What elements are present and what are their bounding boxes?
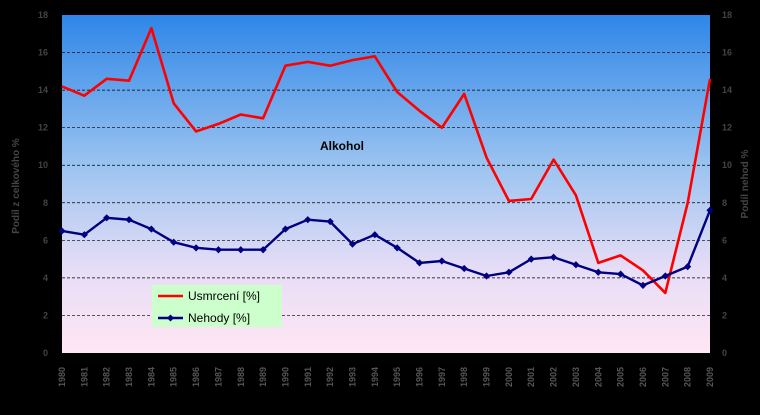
y-tick-label-left: 18: [38, 10, 48, 20]
y-tick-label-right: 8: [722, 198, 727, 208]
x-tick-label: 1984: [146, 367, 156, 387]
point-nehody: [371, 231, 379, 239]
y-tick-label-right: 0: [722, 348, 727, 358]
x-tick-label: 1994: [370, 367, 380, 387]
legend: Usmrcení [%] Nehody [%]: [152, 285, 282, 327]
point-nehody: [505, 268, 513, 276]
point-nehody: [415, 259, 424, 267]
y-tick-label-left: 10: [38, 160, 48, 170]
point-nehody: [639, 281, 647, 289]
y-tick-label-left: 6: [43, 235, 48, 245]
point-nehody: [549, 253, 558, 261]
x-tick-label: 2008: [683, 367, 693, 387]
point-nehody: [393, 244, 401, 252]
y-tick-label-left: 4: [43, 273, 48, 283]
x-tick-label: 2006: [638, 367, 648, 387]
x-tick-label: 2007: [660, 367, 670, 387]
legend-box: [152, 285, 282, 327]
y-axis-left-title: Podíl z celkového %: [11, 138, 22, 234]
x-tick-label: 1996: [415, 367, 425, 387]
y-tick-label-left: 12: [38, 123, 48, 133]
x-tick-label: 1987: [213, 367, 223, 387]
point-nehody: [214, 246, 223, 254]
series-line-usmrceni: [61, 26, 712, 295]
x-tick-label: 1998: [459, 367, 469, 387]
point-nehody: [706, 206, 714, 214]
y-tick-label-right: 12: [722, 123, 732, 133]
x-tick-label: 2005: [616, 367, 626, 387]
legend-marker-nehody: [167, 314, 174, 322]
point-nehody: [482, 272, 491, 280]
x-tick-label: 1997: [437, 367, 447, 387]
x-tick-label: 1983: [124, 367, 134, 387]
x-tick-label: 2003: [571, 367, 581, 387]
x-tick-label: 1990: [280, 367, 290, 387]
chart-annotation-alkohol: Alkohol: [320, 139, 364, 153]
x-tick-label: 2009: [705, 367, 715, 387]
point-nehody: [617, 270, 625, 278]
point-nehody: [348, 240, 357, 248]
legend-label-nehody: Nehody [%]: [188, 311, 250, 325]
y-tick-label-right: 10: [722, 160, 732, 170]
point-nehody: [170, 238, 178, 246]
y-tick-label-right: 2: [722, 310, 727, 320]
x-tick-label: 1986: [191, 367, 201, 387]
y-tick-label-right: 16: [722, 48, 732, 58]
series-group: [58, 26, 714, 295]
point-nehody: [684, 263, 692, 271]
x-tick-label: 1991: [303, 367, 313, 387]
y-axis-right-ticks: 0 2 4 6 8 10 12 14 16 18: [722, 10, 732, 358]
x-tick-label: 1988: [236, 367, 246, 387]
x-tick-label: 2002: [549, 367, 559, 387]
x-tick-label: 1989: [258, 367, 268, 387]
x-tick-label: 1985: [169, 367, 179, 387]
y-tick-label-left: 8: [43, 198, 48, 208]
point-nehody: [80, 231, 88, 239]
x-tick-label: 1999: [482, 367, 492, 387]
point-nehody: [259, 246, 267, 254]
point-nehody: [572, 261, 580, 269]
point-nehody: [661, 272, 669, 280]
x-tick-label: 1980: [57, 367, 67, 387]
y-axis-right-title: Podíl nehod %: [740, 149, 751, 218]
x-tick-label: 1992: [325, 367, 335, 387]
y-tick-label-right: 18: [722, 10, 732, 20]
series-line-nehody: [61, 209, 712, 287]
y-axis-left-ticks: 0 2 4 6 8 10 12 14 16 18: [38, 10, 48, 358]
point-nehody: [594, 268, 602, 276]
point-nehody: [304, 216, 312, 224]
x-tick-label: 2000: [504, 367, 514, 387]
point-nehody: [438, 257, 446, 265]
y-tick-label-right: 14: [722, 85, 732, 95]
y-tick-label-right: 6: [722, 235, 727, 245]
x-tick-label: 1993: [347, 367, 357, 387]
x-axis-ticks: 1980 1981 1982 1983 1984 1985 1986 1987 1988 1989…: [57, 367, 715, 387]
point-nehody: [326, 217, 334, 226]
y-tick-label-left: 16: [38, 48, 48, 58]
x-tick-label: 2001: [526, 367, 536, 387]
y-tick-label-left: 14: [38, 85, 48, 95]
point-nehody: [527, 255, 535, 263]
point-nehody: [192, 244, 200, 252]
x-tick-label: 1995: [392, 367, 402, 387]
point-nehody: [237, 246, 245, 254]
point-nehody: [460, 264, 468, 273]
point-nehody: [281, 225, 290, 233]
point-nehody: [103, 214, 111, 222]
legend-label-usmrceni: Usmrcení [%]: [188, 289, 260, 303]
x-tick-label: 1981: [79, 367, 89, 387]
x-tick-label: 2004: [593, 367, 603, 387]
y-tick-label-left: 2: [43, 310, 48, 320]
point-nehody: [58, 227, 66, 235]
point-nehody: [125, 216, 133, 224]
point-nehody: [147, 225, 155, 233]
y-tick-label-left: 0: [43, 348, 48, 358]
y-tick-label-right: 4: [722, 273, 727, 283]
x-tick-label: 1982: [102, 367, 112, 387]
